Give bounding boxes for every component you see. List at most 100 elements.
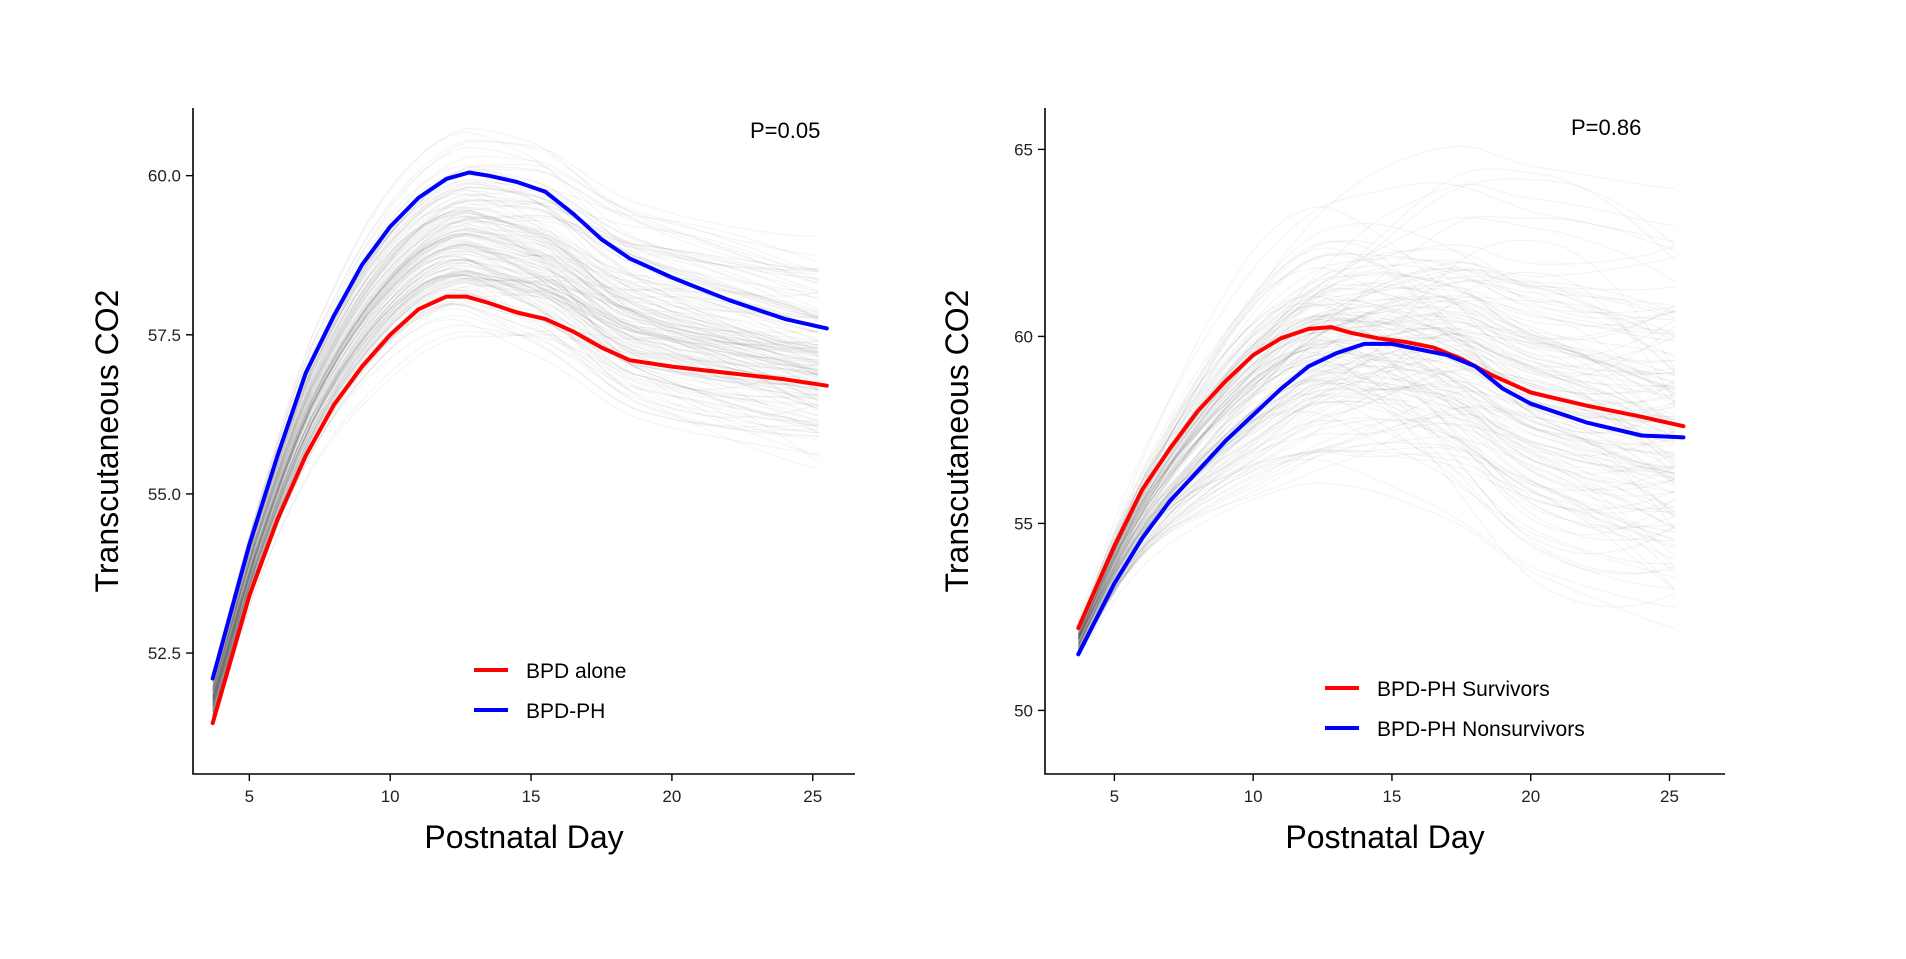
individual-trajectory bbox=[212, 264, 819, 711]
individual-trajectory bbox=[212, 273, 819, 711]
chart-left: 5 10 15 20 25 52.5 55.0 57.5 60.0 P=0.05 Postna… bbox=[89, 108, 855, 855]
individual-trajectory bbox=[1077, 400, 1676, 656]
individual-trajectory bbox=[212, 209, 819, 692]
individual-trajectory bbox=[1077, 441, 1676, 654]
individual-trajectory bbox=[1077, 284, 1676, 647]
series-lines-right bbox=[1076, 325, 1686, 657]
legend-label-bpd-alone: BPD alone bbox=[526, 660, 626, 683]
individual-trajectory bbox=[212, 318, 819, 726]
individual-trajectory bbox=[212, 223, 819, 690]
individual-trajectory bbox=[1077, 271, 1676, 631]
individual-trajectory bbox=[1077, 405, 1676, 644]
individual-trajectory bbox=[212, 240, 819, 699]
legend-label-nonsurvivors: BPD-PH Nonsurvivors bbox=[1377, 718, 1585, 741]
individual-trajectory bbox=[1077, 311, 1676, 641]
individual-trajectory bbox=[1077, 314, 1676, 636]
individual-trajectory bbox=[1077, 419, 1676, 656]
individual-trajectory bbox=[1077, 345, 1676, 646]
individual-trajectory bbox=[1077, 387, 1676, 644]
individual-trajectory bbox=[1077, 333, 1676, 655]
individual-trajectory bbox=[212, 212, 819, 692]
individual-trajectory bbox=[212, 324, 819, 712]
individual-trajectory bbox=[212, 234, 819, 709]
individual-trajectory bbox=[212, 243, 819, 697]
individual-trajectory bbox=[212, 228, 819, 701]
individual-trajectory bbox=[1077, 413, 1676, 651]
individual-trajectory bbox=[212, 233, 819, 705]
individual-trajectory bbox=[1077, 331, 1676, 649]
individual-trajectory bbox=[1077, 347, 1676, 635]
individual-trajectory bbox=[1077, 419, 1676, 655]
individual-trajectory bbox=[212, 229, 819, 702]
individual-trajectory bbox=[212, 275, 819, 718]
individual-trajectory bbox=[212, 209, 819, 691]
individual-trajectory bbox=[1077, 216, 1676, 627]
individual-trajectory bbox=[1077, 410, 1676, 637]
individual-trajectory bbox=[212, 194, 819, 697]
individual-trajectory bbox=[1077, 268, 1676, 631]
legend-label-survivors: BPD-PH Survivors bbox=[1377, 678, 1550, 701]
y-ticks-right: 50 55 60 65 bbox=[1014, 140, 1045, 720]
p-value-left: P=0.05 bbox=[750, 118, 820, 143]
individual-trajectory bbox=[212, 288, 819, 721]
individual-trajectory bbox=[212, 127, 819, 674]
individual-trajectory bbox=[212, 212, 819, 692]
legend-left: BPD alone BPD-PH bbox=[474, 660, 626, 723]
individual-trajectory bbox=[1077, 451, 1676, 638]
individual-trajectory bbox=[1077, 257, 1676, 632]
individual-trajectory bbox=[212, 232, 819, 706]
individual-trajectory bbox=[1077, 339, 1676, 639]
axes-left bbox=[192, 108, 855, 775]
individual-trajectory bbox=[1077, 262, 1676, 649]
individual-trajectory bbox=[1077, 401, 1676, 644]
individual-trajectory bbox=[1077, 305, 1676, 642]
individual-trajectory bbox=[212, 253, 819, 708]
individual-trajectory bbox=[212, 234, 819, 702]
x-tick-label: 5 bbox=[245, 787, 254, 806]
x-tick-label: 15 bbox=[522, 787, 541, 806]
individual-trajectory bbox=[212, 235, 819, 709]
individual-trajectory bbox=[212, 288, 819, 717]
individual-trajectory bbox=[212, 330, 819, 726]
individual-trajectory bbox=[1077, 416, 1676, 656]
individual-trajectory bbox=[212, 267, 819, 717]
individual-trajectory bbox=[212, 274, 819, 718]
x-tick-label: 10 bbox=[381, 787, 400, 806]
individual-trajectory bbox=[1077, 422, 1676, 638]
individual-trajectory bbox=[1077, 381, 1676, 645]
individual-trajectory bbox=[212, 188, 819, 684]
y-tick-label: 57.5 bbox=[148, 326, 181, 345]
trajectory-bundle-left bbox=[212, 127, 819, 728]
y-tick-label: 52.5 bbox=[148, 644, 181, 663]
individual-trajectory bbox=[1077, 321, 1676, 642]
individual-trajectory bbox=[212, 186, 819, 686]
individual-trajectory bbox=[1077, 267, 1676, 626]
individual-trajectory bbox=[1077, 178, 1676, 623]
individual-trajectory bbox=[1077, 338, 1676, 640]
individual-trajectory bbox=[1077, 393, 1676, 643]
individual-trajectory bbox=[1077, 256, 1676, 636]
individual-trajectory bbox=[1077, 145, 1676, 636]
individual-trajectory bbox=[212, 247, 819, 707]
individual-trajectory bbox=[1077, 367, 1676, 642]
individual-trajectory bbox=[1077, 299, 1676, 650]
individual-trajectory bbox=[212, 235, 819, 702]
individual-trajectory bbox=[1077, 319, 1676, 637]
individual-trajectory bbox=[212, 272, 819, 700]
individual-trajectory bbox=[212, 131, 819, 677]
individual-trajectory bbox=[1077, 436, 1676, 642]
series-lines-left bbox=[210, 170, 829, 726]
individual-trajectory bbox=[1077, 296, 1676, 633]
individual-trajectory bbox=[212, 272, 819, 701]
individual-trajectory bbox=[212, 207, 819, 690]
individual-trajectory bbox=[212, 247, 819, 706]
individual-trajectory bbox=[1077, 333, 1676, 643]
individual-trajectory bbox=[1077, 379, 1676, 650]
individual-trajectory bbox=[212, 187, 819, 684]
individual-trajectory bbox=[1077, 300, 1676, 640]
individual-trajectory bbox=[1077, 390, 1676, 650]
individual-trajectory bbox=[212, 230, 819, 699]
legend-right: BPD-PH Survivors BPD-PH Nonsurvivors bbox=[1325, 678, 1585, 741]
individual-trajectory bbox=[212, 243, 819, 704]
